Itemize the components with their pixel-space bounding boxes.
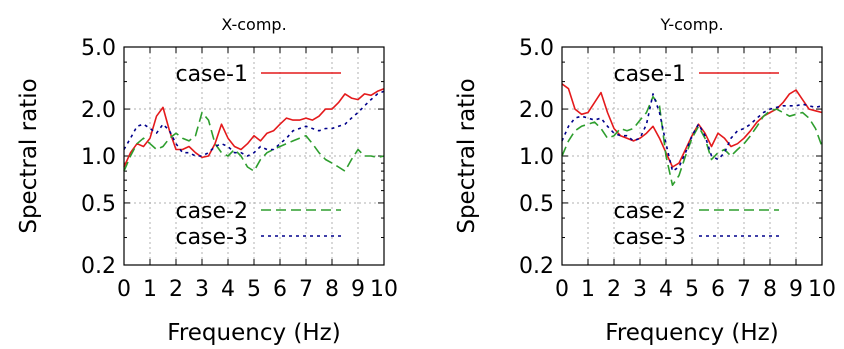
x-axis-label: Frequency (Hz) [167,320,340,346]
series-line-case-3 [561,93,823,172]
x-tick-label: 6 [273,277,287,302]
x-tick-label: 9 [351,277,365,302]
y-tick-label: 5.0 [81,36,116,61]
plot-frame [561,46,823,266]
x-tick-label: 7 [299,277,313,302]
x-tick-label: 8 [325,277,339,302]
legend-label-case-2: case-2 [613,199,686,224]
legend-label-case-2: case-2 [175,199,248,224]
y-axis-label: Spectral ratio [454,78,480,233]
legend-label-case-3: case-3 [175,225,248,250]
x-tick-label: 7 [737,277,751,302]
y-tick-label: 0.2 [81,254,116,279]
x-tick-label: 6 [711,277,725,302]
chart-title: Y-comp. [659,15,723,34]
x-tick-label: 1 [143,277,157,302]
legend-label-case-1: case-1 [613,62,686,87]
x-tick-label: 8 [763,277,777,302]
series-line-case-2 [123,111,385,172]
y-tick-label: 1.0 [519,145,554,170]
y-axis-label: Spectral ratio [16,78,42,233]
y-tick-label: 2.0 [519,98,554,123]
x-tick-label: 9 [789,277,803,302]
x-tick-label: 0 [555,277,569,302]
series-line-case-3 [123,90,385,157]
series-line-case-1 [123,87,385,168]
y-tick-label: 1.0 [81,145,116,170]
x-tick-label: 1 [581,277,595,302]
x-tick-label: 3 [195,277,209,302]
x-tick-label: 5 [685,277,699,302]
chart-panel-1: 0 1 2 3 4 5 6 7 8 9 10 0.2 0.5 1.0 2.0 5.0 Y-comp. Freque… [454,15,836,346]
chart-panel-0: 0 1 2 3 4 5 6 7 8 9 10 0.2 0.5 1.0 2.0 5.0 X-comp. Freque… [16,15,398,346]
plot-frame [123,46,385,266]
x-tick-label: 0 [117,277,131,302]
x-tick-label: 10 [370,277,398,302]
y-tick-label: 5.0 [519,36,554,61]
y-tick-label: 0.5 [81,192,116,217]
x-tick-label: 2 [169,277,183,302]
y-tick-label: 0.5 [519,192,554,217]
y-tick-label: 0.2 [519,254,554,279]
series-line-case-1 [561,83,823,168]
legend-label-case-1: case-1 [175,62,248,87]
series-line-case-2 [561,95,823,186]
x-tick-label: 4 [221,277,235,302]
legend-label-case-3: case-3 [613,225,686,250]
x-tick-label: 3 [633,277,647,302]
x-tick-label: 5 [247,277,261,302]
x-tick-label: 10 [808,277,836,302]
x-tick-label: 2 [607,277,621,302]
chart-title: X-comp. [221,15,286,34]
x-tick-label: 4 [659,277,673,302]
x-axis-label: Frequency (Hz) [605,320,778,346]
y-tick-label: 2.0 [81,98,116,123]
